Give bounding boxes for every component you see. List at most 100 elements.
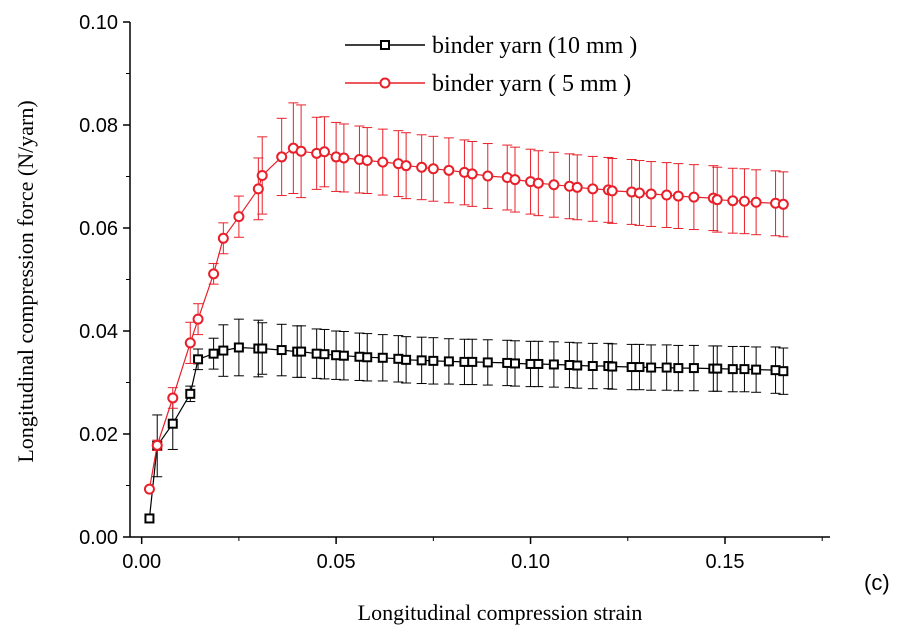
panel-label: (c): [864, 570, 890, 595]
data-point: [467, 356, 478, 367]
data-point: [607, 361, 618, 372]
data-point: [257, 343, 268, 354]
data-point: [427, 163, 439, 175]
series-layer: [143, 102, 789, 524]
data-point: [295, 145, 307, 157]
legend-label-series-1: binder yarn (10 mm ): [432, 33, 637, 59]
data-point: [548, 359, 559, 370]
data-point: [276, 151, 288, 163]
data-point: [572, 360, 583, 371]
data-point: [661, 189, 673, 201]
data-point: [739, 364, 750, 375]
y-axis-title: Longitudinal compression force (N/yarn): [13, 100, 38, 462]
data-point: [401, 354, 412, 365]
data-point: [533, 358, 544, 369]
y-tick-label: 0.08: [79, 115, 118, 137]
data-point: [256, 169, 268, 181]
data-point: [416, 355, 427, 366]
data-point: [167, 392, 179, 404]
data-point: [167, 418, 178, 429]
data-point: [193, 354, 204, 365]
data-point: [296, 346, 307, 357]
data-point: [532, 177, 544, 189]
data-point: [338, 152, 350, 164]
data-point: [338, 350, 349, 361]
data-point: [645, 188, 657, 200]
data-point: [646, 362, 657, 373]
data-point: [633, 187, 645, 199]
data-point: [319, 349, 330, 360]
data-point: [750, 196, 762, 208]
data-point: [673, 363, 684, 374]
data-point: [184, 337, 196, 349]
data-point: [509, 174, 521, 186]
x-tick-label: 0.05: [317, 551, 356, 573]
data-point: [634, 362, 645, 373]
data-point: [151, 439, 163, 451]
data-point: [661, 362, 672, 373]
data-point: [144, 513, 155, 524]
y-tick-label: 0.10: [79, 12, 118, 34]
data-point: [778, 366, 789, 377]
data-point: [712, 363, 723, 374]
axes: [129, 22, 830, 538]
data-point: [688, 191, 700, 203]
data-point: [400, 160, 412, 172]
x-axis-title: Longitudinal compression strain: [358, 600, 643, 625]
data-point: [377, 352, 388, 363]
data-point: [276, 345, 287, 356]
data-point: [751, 364, 762, 375]
data-point: [587, 183, 599, 195]
data-point: [192, 313, 204, 325]
data-point: [185, 388, 196, 399]
legend-marker-series-2: [379, 77, 391, 89]
data-point: [218, 345, 229, 356]
data-point: [571, 181, 583, 193]
y-tick-label: 0.00: [79, 527, 118, 549]
data-point: [443, 356, 454, 367]
data-point: [416, 161, 428, 173]
ticks: 0.00 0.05 0.10 0.15 0.00 0.02 0.04 0.06 0.08 0.10: [79, 12, 823, 573]
data-point: [466, 168, 478, 180]
data-point: [688, 363, 699, 374]
y-tick-label: 0.02: [79, 424, 118, 446]
data-point: [727, 364, 738, 375]
data-point: [233, 342, 244, 353]
legend-label-series-2: binder yarn ( 5 mm ): [432, 71, 631, 97]
data-point: [587, 361, 598, 372]
data-point: [208, 348, 219, 359]
data-point: [738, 195, 750, 207]
x-tick-label: 0.15: [706, 551, 745, 573]
data-point: [377, 156, 389, 168]
data-point: [672, 190, 684, 202]
data-point: [711, 194, 723, 206]
data-point: [548, 179, 560, 191]
legend-marker-series-1: [380, 40, 390, 50]
y-tick-label: 0.06: [79, 218, 118, 240]
data-point: [208, 268, 220, 280]
data-point: [252, 183, 264, 195]
data-point: [318, 146, 330, 158]
y-tick-label: 0.04: [79, 321, 118, 343]
data-point: [428, 355, 439, 366]
series-1: [144, 318, 789, 524]
data-point: [233, 211, 245, 223]
data-point: [606, 185, 618, 197]
x-tick-label: 0.00: [122, 551, 161, 573]
legend: binder yarn (10 mm ) binder yarn ( 5 mm …: [345, 33, 637, 97]
data-point: [482, 357, 493, 368]
data-point: [143, 483, 155, 495]
data-point: [362, 352, 373, 363]
data-point: [482, 170, 494, 182]
series-line: [148, 147, 784, 490]
data-point: [361, 155, 373, 167]
data-point: [510, 358, 520, 369]
data-point: [217, 232, 229, 244]
data-point: [443, 164, 455, 176]
data-point: [777, 198, 789, 210]
data-point: [727, 195, 739, 207]
x-tick-label: 0.10: [511, 551, 550, 573]
series-2: [143, 102, 789, 495]
series-line: [148, 346, 784, 519]
